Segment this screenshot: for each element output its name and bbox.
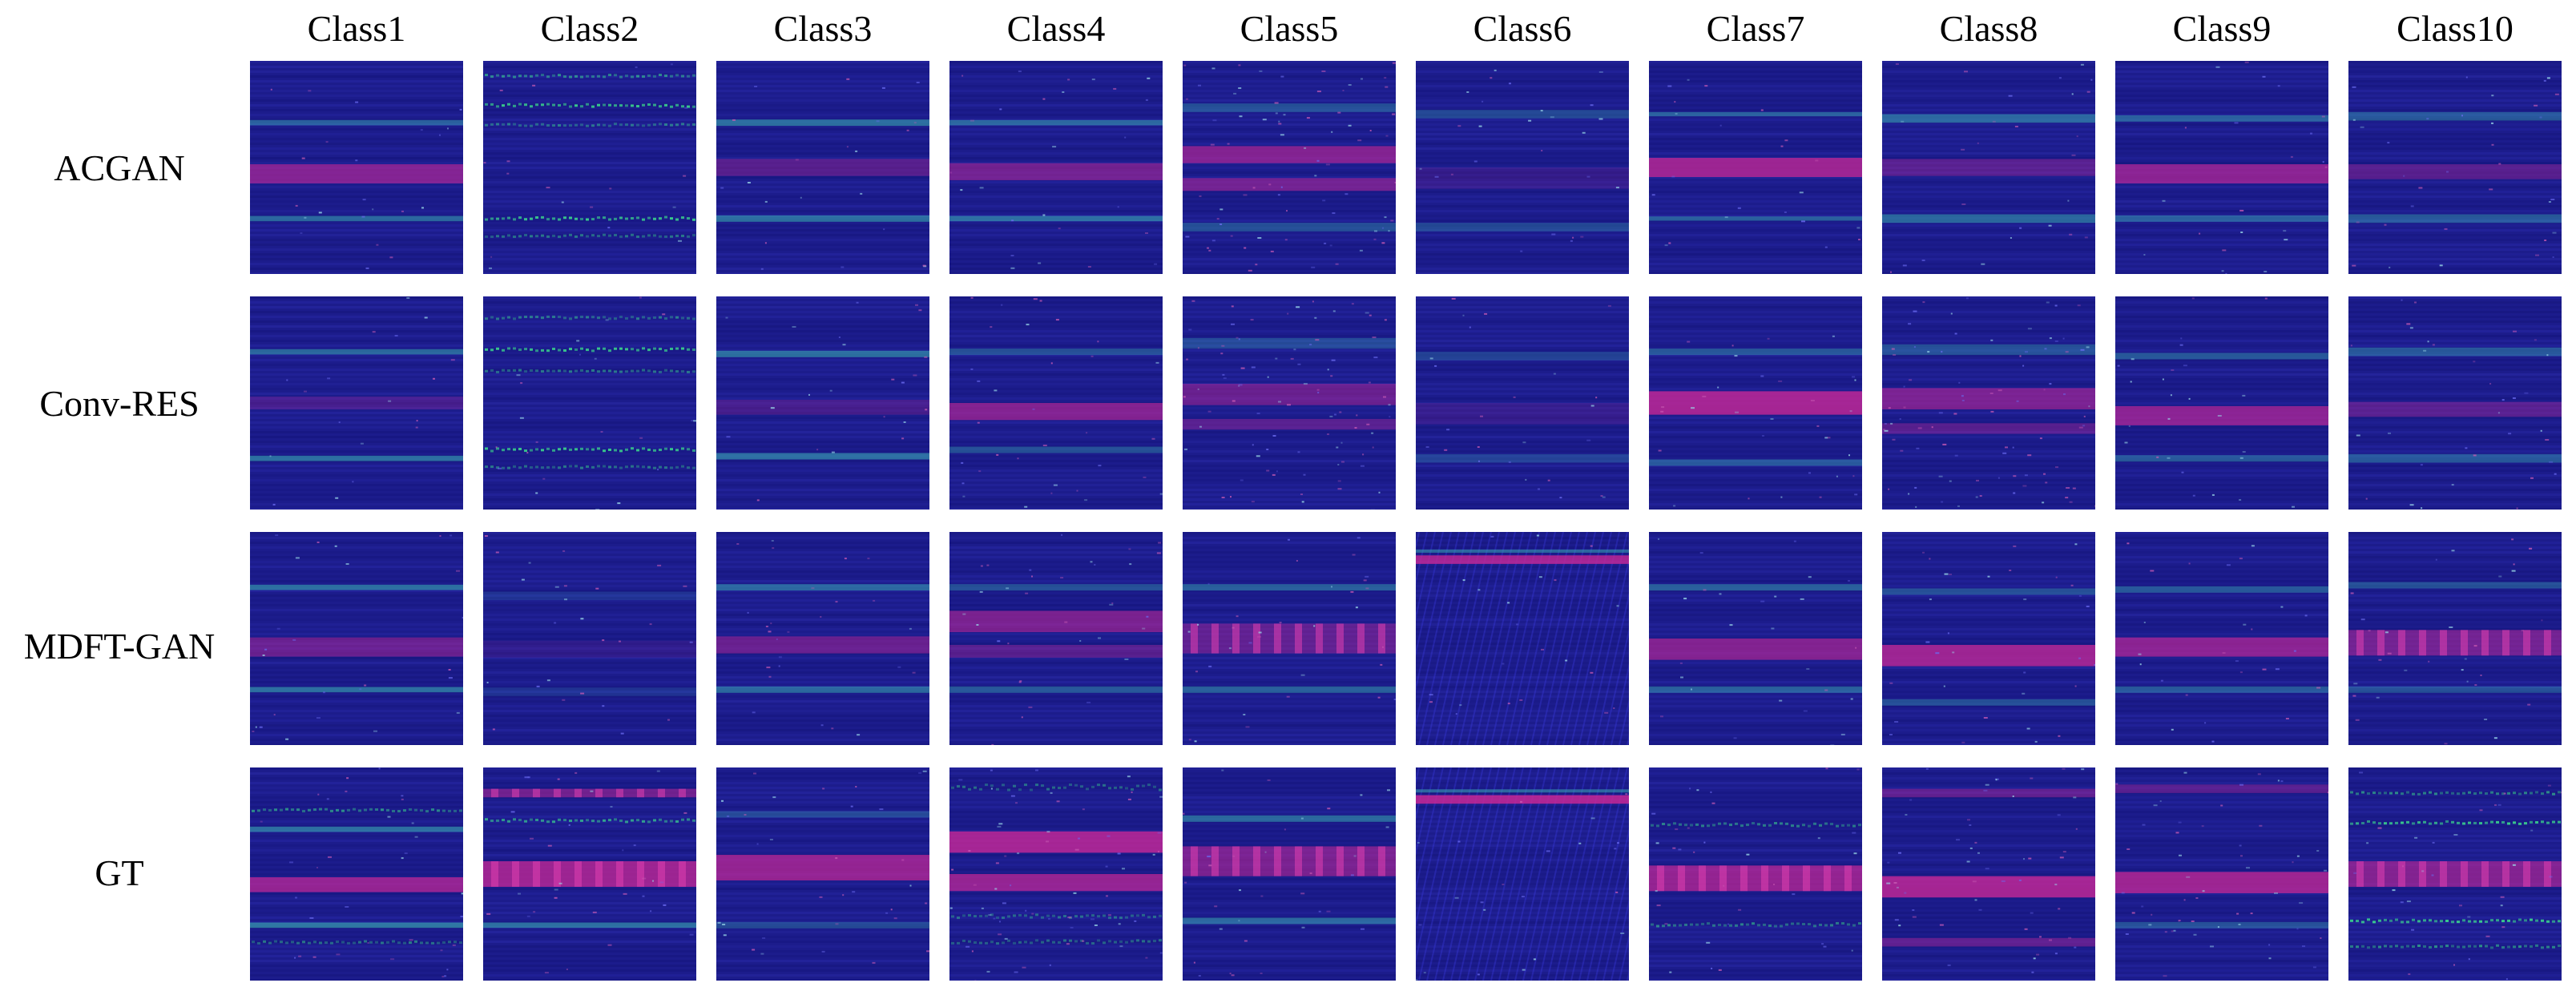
row-label-conv-res: Conv-RES [39, 383, 200, 424]
spectrogram-tile [250, 61, 463, 274]
spectrogram-tile [1649, 767, 1862, 981]
spectrogram-tile [2348, 767, 2562, 981]
spectrogram-tile [716, 767, 929, 981]
spectrogram-tile [1649, 532, 1862, 745]
spectrogram-tile [1183, 767, 1396, 981]
spectrogram-tile [716, 532, 929, 745]
spectrogram-tile [483, 296, 696, 510]
spectrogram-tile [1649, 296, 1862, 510]
spectrogram-tile [250, 296, 463, 510]
spectrogram-tile [2115, 296, 2328, 510]
spectrogram-tile [483, 532, 696, 745]
spectrogram-tile [716, 296, 929, 510]
spectrogram-tile [1649, 61, 1862, 274]
spectrogram-tile [1416, 767, 1629, 981]
spectrogram-tile [949, 767, 1163, 981]
spectrogram-tile [949, 61, 1163, 274]
spectrogram-tile [483, 767, 696, 981]
spectrogram-tile [716, 61, 929, 274]
column-header-class4: Class4 [1006, 8, 1106, 49]
spectrogram-tile [1882, 61, 2095, 274]
column-header-class8: Class8 [1939, 8, 2038, 49]
column-header-class2: Class2 [540, 8, 639, 49]
row-label-acgan: ACGAN [54, 147, 185, 188]
spectrogram-tile [2348, 61, 2562, 274]
spectrogram-tile [1882, 296, 2095, 510]
spectrogram-tile [1183, 296, 1396, 510]
column-header-class10: Class10 [2397, 8, 2514, 49]
column-header-class1: Class1 [307, 8, 406, 49]
spectrogram-tile [2348, 532, 2562, 745]
spectrogram-tile [1183, 532, 1396, 745]
column-header-class5: Class5 [1240, 8, 1339, 49]
spectrogram-tile [949, 296, 1163, 510]
column-header-class9: Class9 [2172, 8, 2272, 49]
row-label-gt: GT [95, 852, 144, 893]
spectrogram-tile [2115, 767, 2328, 981]
column-header-class3: Class3 [773, 8, 873, 49]
spectrogram-tile [949, 532, 1163, 745]
spectrogram-tile [2115, 61, 2328, 274]
spectrogram-tile [2348, 296, 2562, 510]
column-header-class6: Class6 [1473, 8, 1572, 49]
spectrogram-tile [483, 61, 696, 274]
spectrogram-tile [250, 532, 463, 745]
spectrogram-tile [1416, 296, 1629, 510]
spectrogram-tile [1183, 61, 1396, 274]
spectrogram-tile [1882, 532, 2095, 745]
spectrogram-tile [1882, 767, 2095, 981]
spectrogram-tile [1416, 532, 1629, 745]
spectrogram-tile [250, 767, 463, 981]
row-label-mdft-gan: MDFT-GAN [23, 626, 216, 667]
spectrogram-tile [1416, 61, 1629, 274]
column-header-class7: Class7 [1706, 8, 1805, 49]
spectrogram-tile [2115, 532, 2328, 745]
